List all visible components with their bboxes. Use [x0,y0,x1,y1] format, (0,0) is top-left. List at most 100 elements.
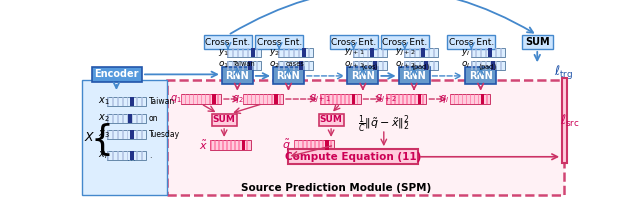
Bar [353,94,354,104]
Bar [419,48,420,57]
Text: Encoder: Encoder [95,69,139,79]
Bar [302,48,306,57]
Bar [267,94,269,104]
Bar [353,48,387,57]
Text: $\ell_{\rm src}$: $\ell_{\rm src}$ [561,113,580,129]
Text: $x_3$: $x_3$ [98,129,109,140]
Bar [450,94,490,104]
Bar [122,130,124,139]
Bar [180,94,182,104]
Bar [205,94,207,104]
Text: $q_{J+1}$: $q_{J+1}$ [309,93,332,105]
Bar [247,61,249,70]
Bar [390,94,392,104]
Bar [404,48,438,57]
Bar [424,61,426,70]
Text: $o_{J+2}$: $o_{J+2}$ [395,59,415,71]
Bar [562,78,568,163]
Bar [303,48,305,57]
Bar [348,67,378,84]
Text: RNN: RNN [402,71,426,81]
Bar [107,130,146,139]
Bar [490,61,492,70]
Bar [462,94,463,104]
Bar [372,61,374,70]
Bar [303,61,305,70]
Bar [308,61,310,70]
Bar [227,140,228,150]
Bar [217,94,219,104]
Bar [470,94,472,104]
Bar [271,94,273,104]
Bar [356,94,358,104]
Bar [324,94,326,104]
Bar [107,114,146,123]
Bar [122,151,124,160]
Bar [340,94,342,104]
Bar [367,61,369,70]
Bar [470,48,505,57]
Bar [209,94,211,104]
Bar [485,48,487,57]
Bar [222,67,253,84]
Bar [107,114,109,123]
Bar [386,94,426,104]
Bar [193,94,195,104]
Bar [404,48,406,57]
Bar [320,94,322,104]
Bar [232,61,234,70]
Text: $x_1$: $x_1$ [98,95,109,107]
Text: $o_1$: $o_1$ [218,60,229,70]
Text: $q_1$: $q_1$ [170,93,182,105]
Text: SUM: SUM [319,115,342,124]
Bar [344,94,346,104]
Bar [491,61,495,70]
Bar [259,94,260,104]
Bar [201,94,202,104]
Bar [278,48,280,57]
Bar [332,94,334,104]
Text: Source Prediction Module (SPM): Source Prediction Module (SPM) [241,183,431,193]
Bar [141,151,143,160]
Text: $\{$: $\{$ [90,121,111,158]
Bar [284,61,285,70]
Bar [117,130,119,139]
Bar [248,61,252,70]
Bar [465,67,496,84]
Bar [433,61,435,70]
Bar [353,61,355,70]
Bar [284,48,285,57]
Bar [399,67,429,84]
Bar [222,140,224,150]
Text: $y_{J+2}$: $y_{J+2}$ [395,47,415,58]
Bar [330,140,332,150]
Bar [129,114,132,123]
Bar [358,61,360,70]
Bar [237,48,239,57]
Bar [409,48,411,57]
Bar [136,97,138,106]
Bar [255,94,257,104]
Text: Taiwan: Taiwan [149,97,175,106]
Bar [213,94,214,104]
Bar [227,48,261,57]
Bar [112,130,114,139]
Bar [406,94,408,104]
Bar [131,97,134,106]
Bar [474,94,476,104]
Bar [377,48,379,57]
Bar [500,61,502,70]
Text: ...: ... [127,153,136,163]
Text: .: . [149,151,151,160]
Bar [246,140,248,150]
Bar [288,149,418,165]
Bar [482,94,483,104]
Bar [403,94,404,104]
Bar [247,48,249,57]
Bar [330,35,378,49]
Bar [414,94,416,104]
Bar [273,67,304,84]
Bar [251,94,252,104]
Text: Cross Ent.: Cross Ent. [382,38,428,47]
Text: Tuesday: Tuesday [149,130,180,139]
